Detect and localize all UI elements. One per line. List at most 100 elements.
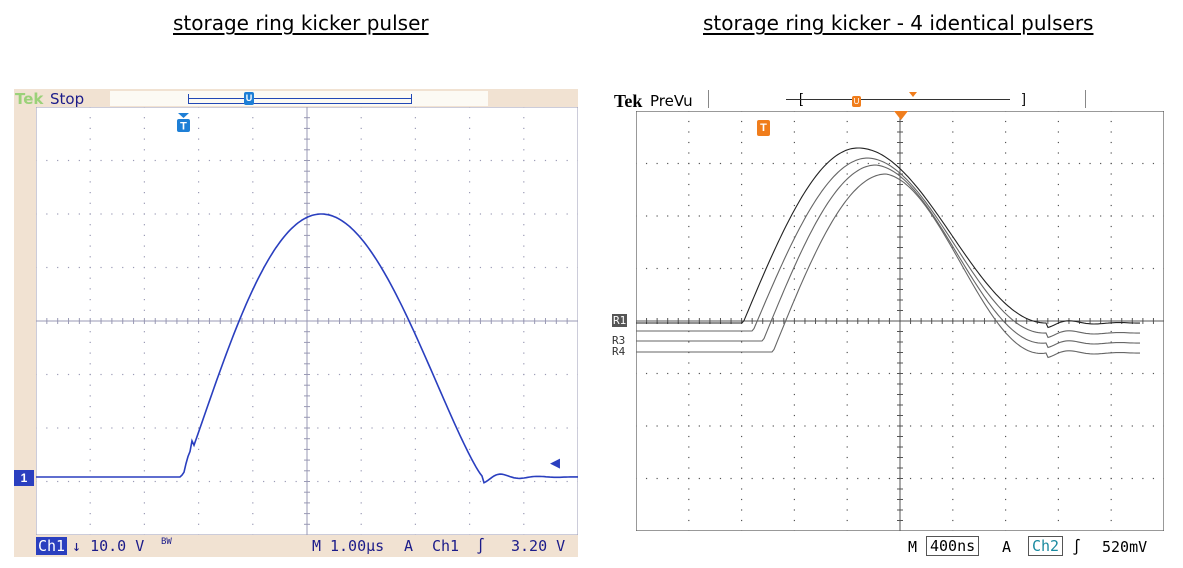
grid-dot bbox=[523, 266, 525, 269]
grid-dot bbox=[1089, 425, 1091, 427]
grid-dot bbox=[100, 373, 102, 376]
grid-dot bbox=[154, 427, 156, 429]
grid-dot bbox=[814, 162, 817, 165]
grid-dot bbox=[636, 267, 637, 270]
grid-dot bbox=[230, 213, 232, 215]
grid-dot bbox=[479, 266, 482, 269]
record-view-bracket bbox=[188, 94, 412, 104]
grid-dot bbox=[814, 425, 817, 427]
grid-dot bbox=[1121, 267, 1123, 270]
grid-dot bbox=[252, 159, 254, 162]
grid-dot bbox=[656, 477, 658, 480]
grid-dot bbox=[962, 162, 964, 165]
grid-dot bbox=[645, 372, 648, 375]
grid-dot bbox=[1057, 446, 1059, 448]
grid-dot bbox=[458, 373, 460, 376]
grid-dot bbox=[1110, 383, 1112, 385]
trigger-level-arrow-icon: ◀ bbox=[550, 455, 560, 470]
grid-dot bbox=[952, 372, 954, 375]
grid-dot bbox=[1131, 267, 1133, 270]
grid-dot bbox=[772, 215, 774, 217]
grid-dot bbox=[952, 404, 954, 406]
grid-dot bbox=[952, 435, 954, 438]
grid-dot bbox=[414, 309, 416, 311]
grid-dot bbox=[952, 131, 954, 133]
grid-dot bbox=[814, 372, 817, 375]
grid-dot bbox=[973, 425, 975, 427]
grid-dot bbox=[577, 266, 578, 269]
grid-dot bbox=[741, 414, 743, 417]
grid-dot bbox=[1005, 246, 1007, 249]
grid-dot bbox=[469, 373, 471, 376]
grid-dot bbox=[741, 131, 743, 133]
grid-dot bbox=[458, 266, 460, 269]
grid-dot bbox=[952, 162, 954, 165]
grid-dot bbox=[846, 288, 848, 291]
grid-dot bbox=[804, 267, 806, 270]
grid-dot bbox=[469, 213, 471, 215]
grid-dot bbox=[1110, 404, 1112, 406]
grid-dot bbox=[857, 162, 859, 165]
grid-dot bbox=[709, 425, 711, 427]
grid-dot bbox=[273, 213, 276, 215]
grid-dot bbox=[198, 309, 200, 311]
grid-dot bbox=[1110, 111, 1112, 112]
grid-dot bbox=[89, 277, 91, 279]
grid-dot bbox=[1015, 215, 1017, 217]
grid-dot bbox=[360, 331, 362, 333]
grid-dot bbox=[1026, 162, 1028, 165]
grid-dot bbox=[741, 530, 743, 531]
grid-dot bbox=[1057, 257, 1059, 259]
grid-dot bbox=[328, 373, 330, 376]
grid-dot bbox=[187, 427, 189, 429]
grid-dot bbox=[252, 107, 254, 108]
grid-dot bbox=[252, 138, 254, 140]
grid-dot bbox=[187, 480, 189, 483]
grid-dot bbox=[143, 213, 145, 215]
grid-dot bbox=[89, 395, 91, 397]
grid-dot bbox=[523, 384, 525, 386]
grid-dot bbox=[846, 488, 848, 490]
grid-dot bbox=[645, 477, 648, 480]
grid-dot bbox=[544, 427, 547, 429]
grid-dot bbox=[793, 414, 795, 417]
grid-dot bbox=[490, 266, 492, 269]
grid-dot bbox=[1057, 152, 1059, 154]
grid-dot bbox=[252, 224, 254, 226]
grid-dot bbox=[414, 181, 416, 183]
grid-dot bbox=[1152, 372, 1155, 375]
waveform-traces bbox=[636, 147, 1140, 359]
grid-dot bbox=[1100, 477, 1102, 480]
grid-dot bbox=[523, 138, 525, 140]
grid-dot bbox=[414, 288, 416, 290]
grid-dot bbox=[154, 480, 156, 483]
grid-dot bbox=[143, 117, 145, 119]
grid-dot bbox=[667, 162, 669, 165]
grid-dot bbox=[143, 224, 145, 226]
grid-dot bbox=[67, 427, 70, 429]
grid-dot bbox=[793, 120, 795, 123]
grid-dot bbox=[772, 267, 774, 270]
grid-dot bbox=[252, 406, 254, 408]
grid-dot bbox=[688, 236, 690, 238]
grid-dot bbox=[458, 427, 460, 429]
grid-dot bbox=[1057, 414, 1059, 417]
grid-dot bbox=[78, 427, 80, 429]
grid-dot bbox=[100, 213, 102, 215]
grid-dot bbox=[1068, 372, 1070, 375]
grid-dot bbox=[122, 480, 124, 483]
grid-dot bbox=[198, 331, 200, 333]
grid-dot bbox=[67, 373, 70, 376]
waveform-trace-2 bbox=[636, 157, 1140, 339]
grid-dot bbox=[1057, 404, 1059, 406]
grid-dot bbox=[645, 162, 648, 165]
grid-dot bbox=[46, 213, 48, 215]
grid-dot bbox=[952, 456, 954, 459]
grid-dot bbox=[1152, 267, 1155, 270]
grid-dot bbox=[667, 477, 669, 480]
grid-dot bbox=[677, 267, 679, 270]
grid-dot bbox=[741, 111, 743, 112]
grid-dot bbox=[143, 373, 145, 376]
grid-dot bbox=[730, 267, 732, 270]
grid-dot bbox=[1110, 488, 1112, 490]
